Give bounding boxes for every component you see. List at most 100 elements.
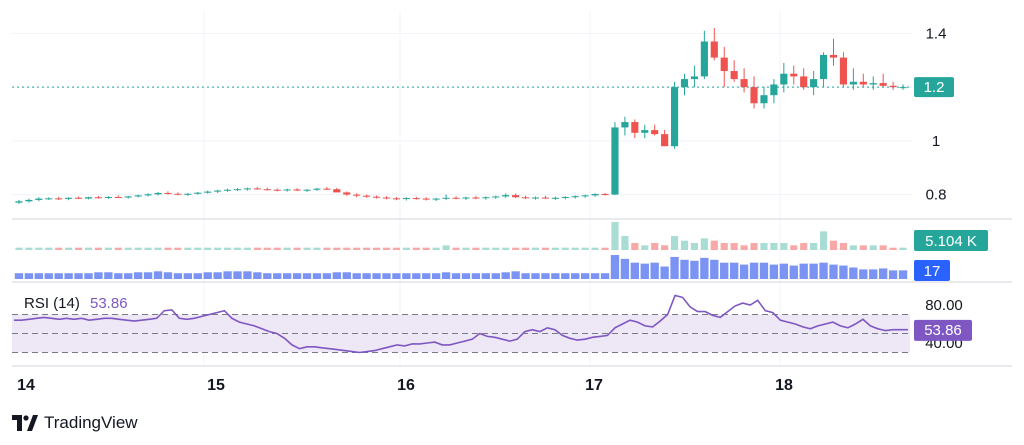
trades-bar[interactable] [431, 273, 441, 279]
trades-bar[interactable] [74, 273, 83, 279]
volume-bar[interactable] [392, 247, 401, 250]
rsi-line[interactable] [14, 294, 908, 354]
trades-bar[interactable] [670, 256, 679, 279]
volume-bar[interactable] [641, 245, 649, 250]
trades-bar[interactable] [104, 272, 113, 279]
trades-bar[interactable] [729, 262, 739, 279]
candle[interactable] [293, 188, 301, 192]
volume-bar[interactable] [521, 247, 530, 250]
candle[interactable] [124, 195, 132, 199]
trades-bar[interactable] [600, 273, 610, 279]
candle[interactable] [164, 191, 172, 195]
trades-bar[interactable] [392, 273, 401, 279]
volume-bar[interactable] [502, 247, 510, 250]
trades-bar[interactable] [173, 273, 183, 279]
candle[interactable] [204, 190, 212, 194]
trades-bar[interactable] [610, 255, 620, 279]
volume-bar[interactable] [700, 238, 708, 250]
trades-bar[interactable] [332, 272, 342, 279]
volume-bar[interactable] [194, 247, 202, 250]
candle[interactable] [144, 193, 152, 197]
candle[interactable] [512, 193, 520, 199]
volume-bar[interactable] [84, 247, 93, 250]
trades-bar[interactable] [342, 272, 351, 279]
trades-bar[interactable] [491, 273, 500, 279]
trades-bar[interactable] [302, 273, 312, 279]
volume-bar[interactable] [293, 247, 301, 250]
volume-bar[interactable] [422, 247, 430, 250]
candle[interactable] [889, 81, 897, 90]
volume-bar[interactable] [551, 247, 559, 250]
volume-bar[interactable] [541, 247, 550, 250]
trades-bar[interactable] [660, 266, 669, 279]
volume-bar[interactable] [631, 243, 639, 250]
volume-bar[interactable] [452, 247, 460, 250]
volume-bar[interactable] [134, 247, 142, 250]
candle[interactable] [641, 124, 649, 139]
candle[interactable] [194, 191, 202, 195]
trades-series[interactable] [14, 255, 908, 279]
candle[interactable] [15, 199, 23, 204]
candle[interactable] [869, 76, 877, 90]
volume-bar[interactable] [899, 247, 907, 250]
volume-bar[interactable] [114, 247, 122, 250]
candle[interactable] [760, 87, 768, 109]
trades-bar[interactable] [362, 273, 371, 279]
trades-bar[interactable] [759, 262, 769, 279]
trades-bar[interactable] [143, 272, 153, 279]
candle[interactable] [790, 65, 798, 85]
candle[interactable] [303, 188, 311, 192]
candle[interactable] [223, 188, 232, 192]
trades-bar[interactable] [819, 262, 828, 279]
trades-bar[interactable] [64, 273, 73, 279]
trades-bar[interactable] [193, 273, 202, 279]
trades-bar[interactable] [441, 272, 451, 279]
trades-bar[interactable] [531, 273, 540, 279]
volume-bar[interactable] [382, 247, 391, 250]
candle[interactable] [740, 68, 748, 93]
trades-bar[interactable] [163, 272, 173, 279]
trades-bar[interactable] [799, 263, 808, 279]
trades-bar[interactable] [521, 273, 530, 279]
candle[interactable] [382, 196, 391, 200]
volume-bar[interactable] [94, 247, 103, 250]
trades-bar[interactable] [292, 273, 302, 279]
trades-bar[interactable] [620, 258, 630, 279]
trades-bar[interactable] [233, 271, 242, 279]
trades-bar[interactable] [769, 264, 779, 279]
candle[interactable] [94, 195, 103, 199]
trades-bar[interactable] [84, 273, 93, 279]
trades-bar[interactable] [571, 273, 580, 279]
volume-bar[interactable] [591, 247, 599, 250]
candle[interactable] [154, 191, 162, 196]
candle[interactable] [372, 195, 381, 199]
volume-bar[interactable] [561, 247, 569, 250]
candle[interactable] [472, 195, 480, 200]
candle[interactable] [661, 130, 669, 147]
candle[interactable] [174, 192, 182, 196]
volume-bar[interactable] [780, 243, 788, 250]
volume-bar[interactable] [819, 231, 828, 250]
trades-bar[interactable] [878, 268, 888, 279]
trades-bar[interactable] [213, 272, 222, 279]
trades-bar[interactable] [511, 271, 520, 279]
volume-bar[interactable] [770, 243, 778, 250]
trades-bar[interactable] [203, 272, 212, 279]
trades-bar[interactable] [133, 272, 143, 279]
trades-bar[interactable] [153, 271, 163, 279]
volume-bar[interactable] [372, 247, 381, 250]
trades-bar[interactable] [839, 265, 848, 279]
trades-bar[interactable] [352, 273, 361, 279]
candle[interactable] [810, 71, 818, 96]
candle[interactable] [323, 187, 331, 191]
candle[interactable] [780, 62, 788, 93]
volume-bar[interactable] [363, 247, 371, 250]
candle[interactable] [233, 188, 242, 192]
trades-bar[interactable] [372, 273, 381, 279]
candle[interactable] [422, 197, 430, 201]
candle[interactable] [432, 197, 440, 202]
candle[interactable] [690, 65, 699, 88]
trades-bar[interactable] [34, 273, 44, 279]
candle[interactable] [243, 187, 252, 191]
